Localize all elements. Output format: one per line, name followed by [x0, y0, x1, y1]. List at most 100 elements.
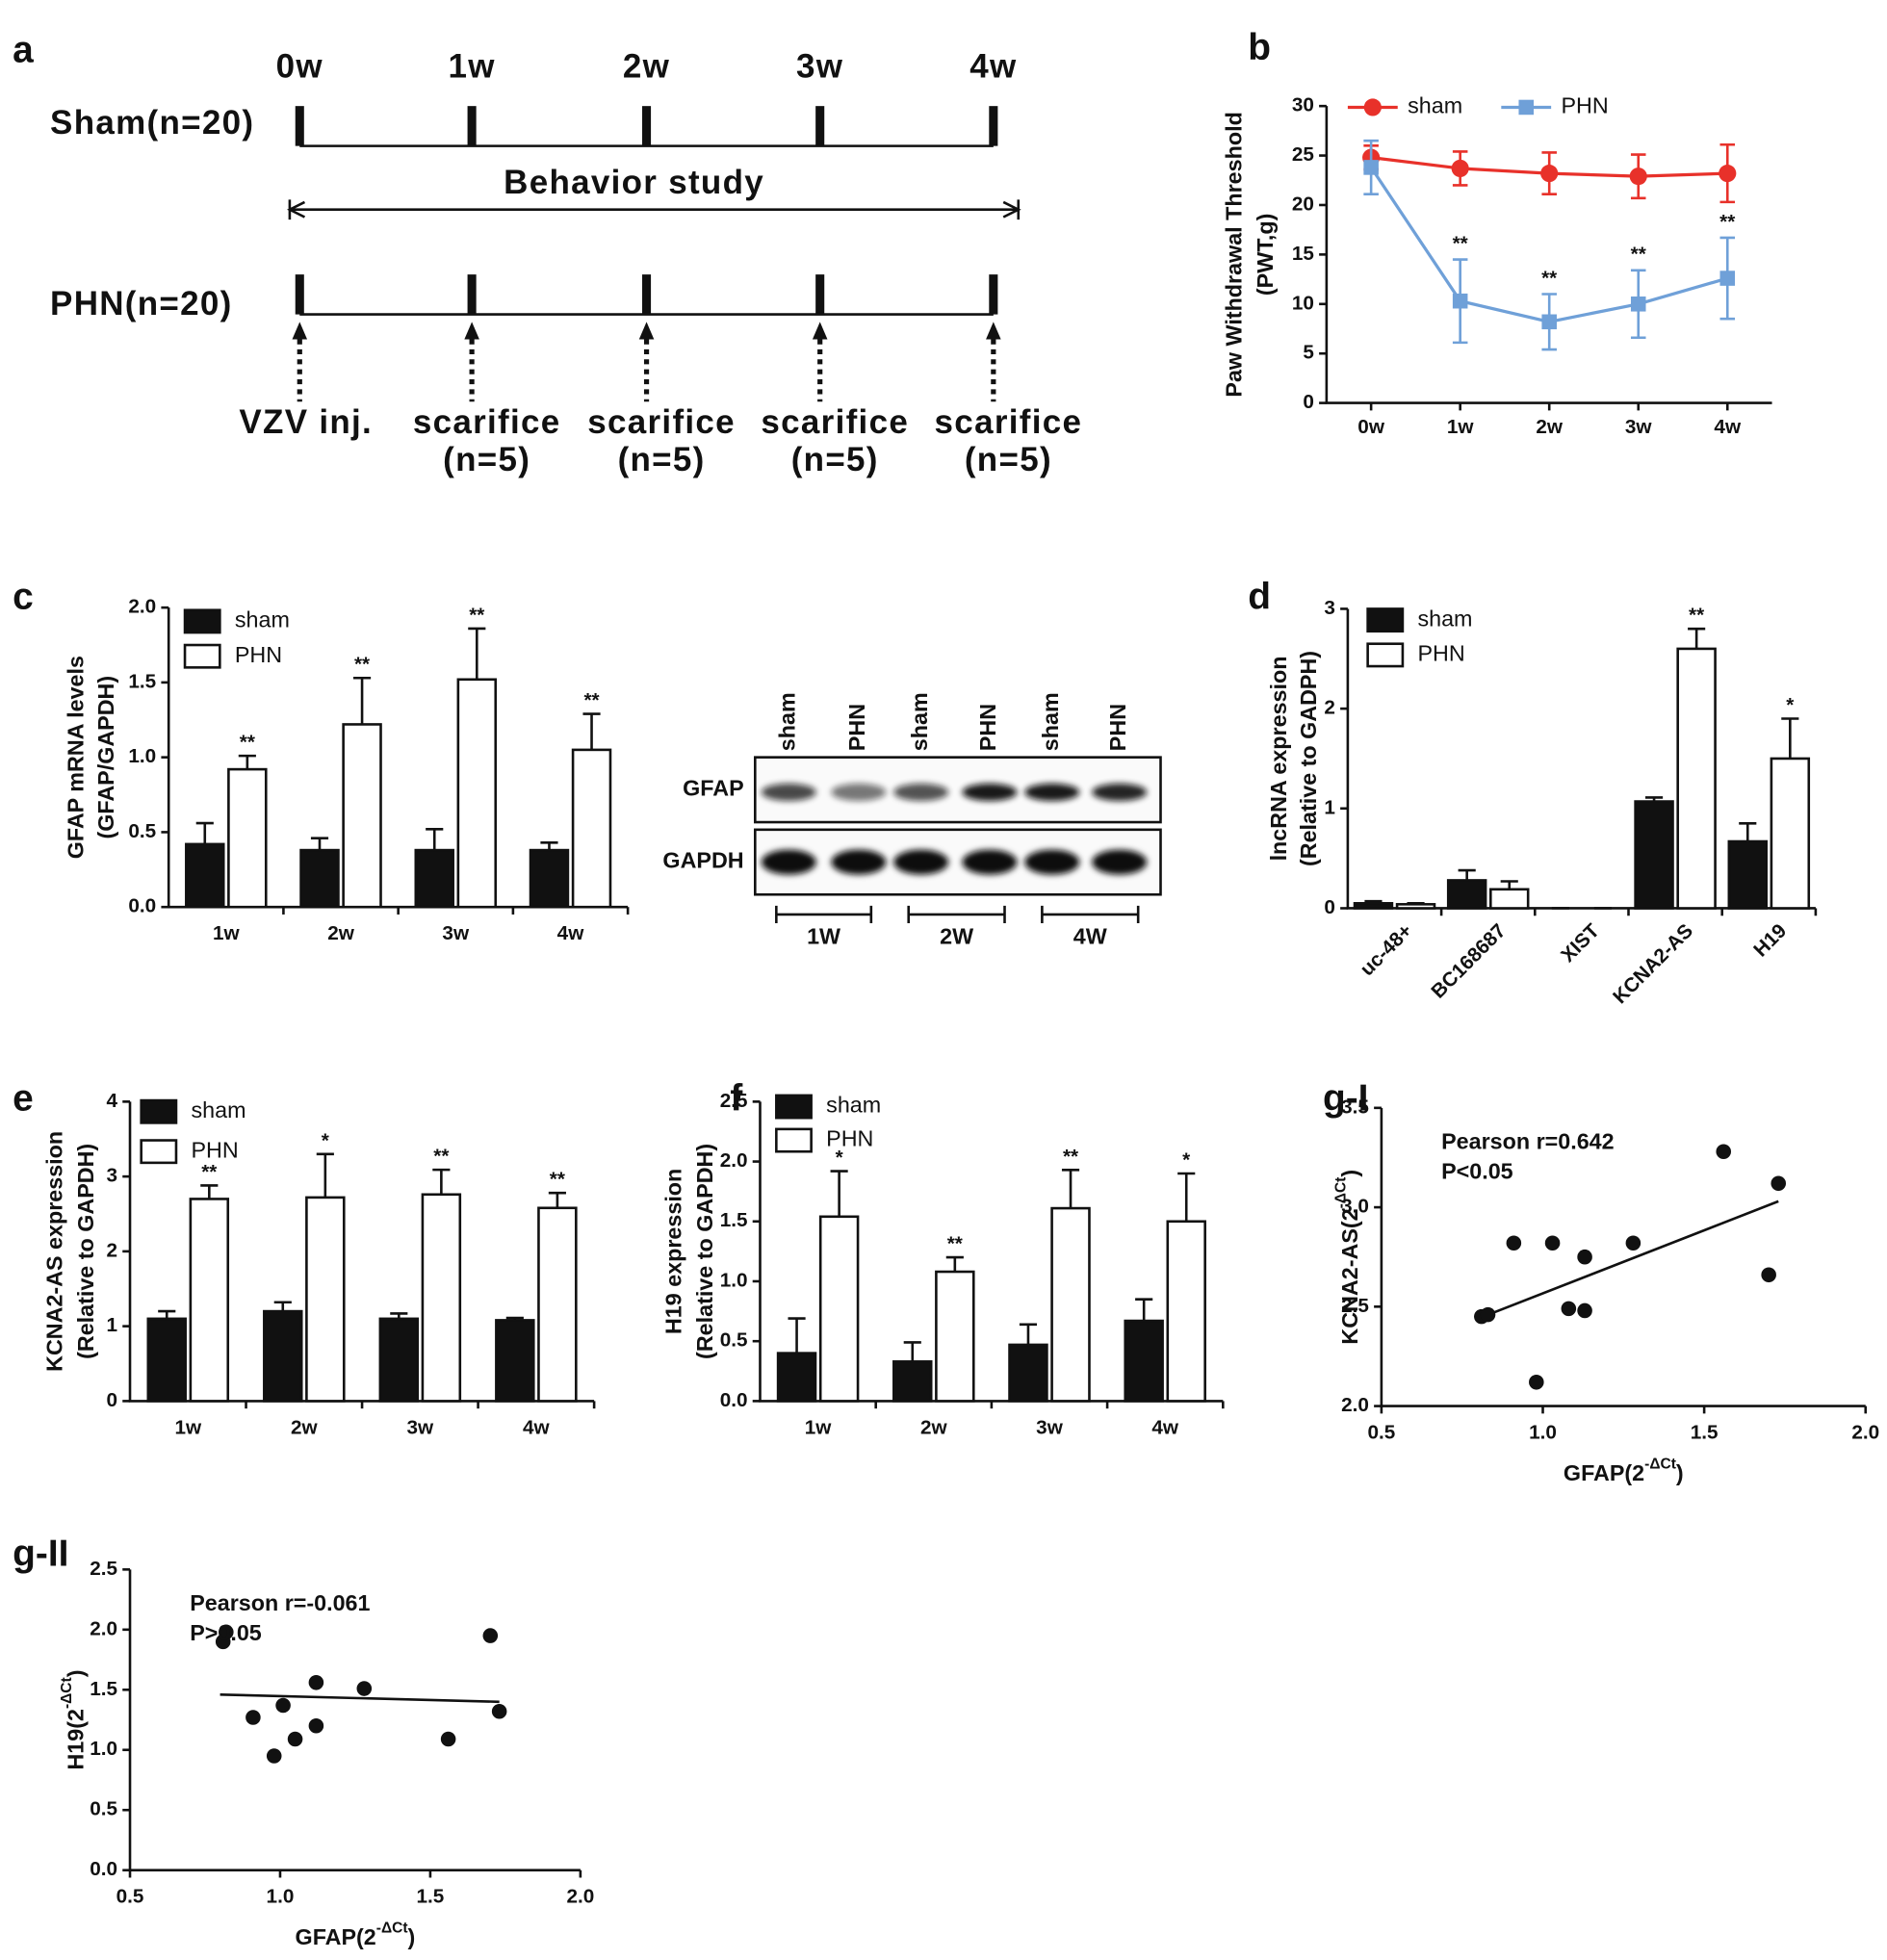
event-label: (n=5)	[965, 441, 1052, 478]
blot-band	[893, 849, 949, 875]
blot-band	[1024, 783, 1080, 802]
bar	[263, 1309, 303, 1403]
point	[1529, 1375, 1544, 1390]
y-tick-label: 2	[107, 1239, 118, 1261]
marker	[1719, 271, 1736, 286]
point	[275, 1697, 291, 1714]
bar	[1353, 902, 1394, 910]
point	[1577, 1249, 1592, 1265]
axis-title: Paw Withdrawal Threshold	[1221, 112, 1246, 397]
x-tick-label: 1w	[213, 922, 241, 944]
event-arrow	[986, 322, 1001, 340]
event-label: scarifice	[587, 403, 736, 441]
group-label: 2W	[940, 924, 973, 949]
y-tick-label: 1.5	[720, 1209, 748, 1231]
blot-frame	[754, 756, 1162, 824]
axes	[1325, 106, 1772, 404]
y-tick-label: 0.5	[90, 1798, 117, 1820]
significance: **	[1689, 605, 1705, 627]
y-tick-label: 1.0	[128, 745, 156, 767]
significance: *	[322, 1129, 330, 1151]
significance: **	[469, 604, 485, 626]
y-tick-label: 0	[107, 1389, 118, 1411]
point	[1544, 1235, 1561, 1251]
marker	[1540, 165, 1559, 183]
bar	[529, 848, 570, 909]
event-label: scarifice	[935, 403, 1083, 441]
group-bracket	[907, 905, 1006, 924]
point	[1761, 1267, 1776, 1283]
legend-label: sham	[826, 1093, 881, 1118]
bar	[1395, 903, 1436, 910]
group-label: 1W	[807, 924, 840, 949]
event-label: scarifice	[761, 403, 909, 441]
time-tick	[295, 274, 304, 315]
bar	[378, 1317, 420, 1403]
y-tick-label: 2.0	[90, 1617, 117, 1639]
legend-swatch	[183, 643, 221, 669]
x-tick-label: 3w	[442, 922, 470, 944]
x-tick-label: 4w	[557, 922, 585, 944]
significance: **	[240, 732, 256, 754]
annotation: Pearson r=-0.061	[190, 1590, 370, 1615]
point	[482, 1628, 499, 1643]
axis-title-part: )	[1337, 1170, 1362, 1177]
annotation: P<0.05	[1441, 1158, 1513, 1183]
axis-title: GFAP mRNA levels	[64, 656, 89, 859]
significance: **	[1063, 1146, 1079, 1168]
y-tick-label: 1.5	[128, 670, 156, 692]
event-label: VZV inj.	[239, 403, 373, 441]
row-label: GAPDH	[662, 848, 743, 873]
significance: *	[1182, 1149, 1191, 1172]
point	[308, 1675, 324, 1690]
y-tick-label: 1.5	[90, 1678, 117, 1700]
bar	[1446, 879, 1487, 910]
axis-title: GFAP(2-ΔCt)	[296, 1921, 416, 1949]
significance: **	[354, 654, 371, 676]
row-label: GFAP	[683, 776, 743, 801]
legend-swatch	[140, 1139, 178, 1165]
x-tick-label: 1.0	[1529, 1422, 1557, 1444]
x-tick-label: 2w	[327, 922, 355, 944]
lane-label: sham	[1038, 692, 1063, 751]
panel-label: g-II	[13, 1533, 68, 1574]
event-arrow	[292, 322, 308, 340]
x-tick-label: 4w	[523, 1416, 551, 1438]
bar	[227, 767, 268, 909]
time-tick	[467, 274, 477, 315]
point	[1577, 1302, 1592, 1319]
legend-swatch	[775, 1094, 813, 1120]
significance: **	[550, 1169, 566, 1191]
panel-label: g-I	[1323, 1077, 1368, 1119]
axis-title-part: H19(2	[64, 1709, 89, 1770]
axis-title-sup: -ΔCt	[376, 1921, 408, 1937]
bar	[1166, 1220, 1206, 1403]
axis-title-part: )	[408, 1924, 416, 1949]
y-tick-label: 2.0	[1341, 1394, 1369, 1416]
y-tick-label: 3.5	[1341, 1096, 1369, 1118]
legend-label: sham	[1408, 93, 1462, 118]
axis-title-sup: -ΔCt	[59, 1677, 75, 1709]
time-tick	[642, 274, 652, 315]
y-tick-label: 0	[1324, 896, 1335, 918]
legend-label: PHN	[1417, 641, 1464, 666]
blot-band	[1092, 849, 1148, 875]
time-tick	[989, 274, 998, 315]
axis-title-sup: -ΔCt	[1333, 1177, 1350, 1209]
x-tick-label: 3w	[1625, 416, 1653, 438]
significance: *	[1786, 694, 1795, 716]
significance: **	[1719, 211, 1736, 233]
x-tick-label: 1.5	[1691, 1422, 1719, 1444]
time-tick	[295, 106, 304, 146]
point	[440, 1731, 456, 1747]
y-tick-label: 0.5	[720, 1329, 748, 1352]
blot-band	[962, 783, 1018, 802]
time-tick	[989, 106, 998, 146]
point	[1480, 1306, 1496, 1323]
y-tick-label: 30	[1292, 94, 1314, 116]
blot-band	[831, 783, 887, 802]
timepoint-label: 0w	[276, 48, 323, 86]
axis-title-part: )	[1676, 1460, 1684, 1485]
significance: **	[947, 1233, 964, 1255]
x-tick-label: 4w	[1714, 416, 1742, 438]
